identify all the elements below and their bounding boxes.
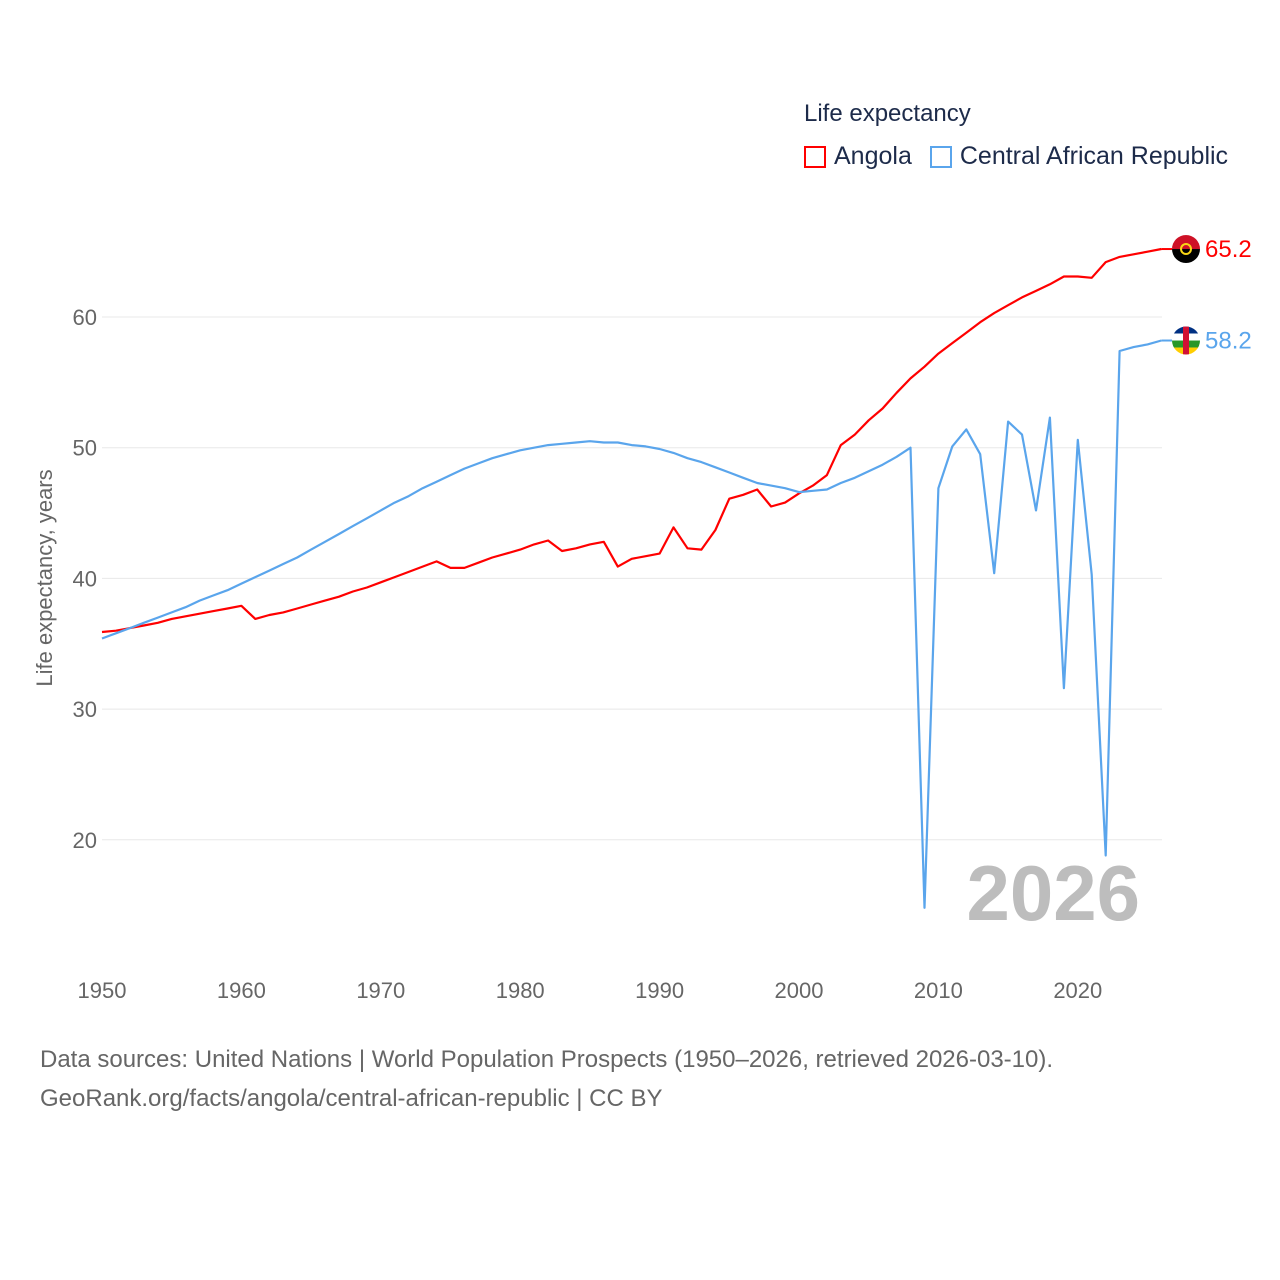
y-tick-label: 20 [73,828,97,853]
legend-title: Life expectancy [804,100,971,127]
x-tick-label: 1990 [635,978,684,1003]
x-tick-label: 1970 [356,978,405,1003]
source-url[interactable]: GeoRank.org/facts/angola/central-african… [40,1085,663,1112]
x-tick-label: 1950 [78,978,127,1003]
x-tick-label: 2010 [914,978,963,1003]
x-tick-label: 1980 [496,978,545,1003]
x-tick-label: 2000 [775,978,824,1003]
x-tick-label: 1960 [217,978,266,1003]
series-line-angola [101,247,1162,634]
y-tick-label: 60 [73,305,97,330]
series-line-car [101,339,1162,909]
y-tick-label: 50 [73,436,97,461]
x-tick-label: 2020 [1053,978,1102,1003]
angola-flag-icon [1172,235,1200,264]
y-tick-label: 40 [73,566,97,591]
legend-label-car[interactable]: Central African Republic [959,142,1229,170]
legend: Angola Central African Republic [804,142,1228,171]
current-year-label: 2026 [966,849,1140,937]
y-tick-label: 30 [73,697,97,722]
end-value-label: 65.2 [1205,236,1252,263]
legend-swatch-car[interactable] [929,145,952,168]
source-line: Data sources: United Nations | World Pop… [40,1046,1054,1073]
y-axis-label: Life expectancy, years [32,469,57,686]
end-value-label: 58.2 [1205,328,1252,355]
legend-swatch-angola[interactable] [804,145,826,168]
car-flag-icon [1172,326,1200,355]
legend-label-angola[interactable]: Angola [834,142,912,170]
